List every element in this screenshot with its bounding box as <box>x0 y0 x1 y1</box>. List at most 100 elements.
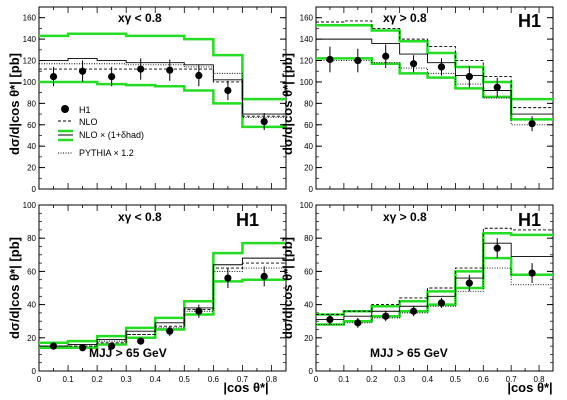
y-tick-label: 60 <box>27 121 36 130</box>
data-point <box>493 83 501 91</box>
nlo-had-band-upper <box>39 32 286 101</box>
legend-pythia-label: PYTHIA × 1.2 <box>79 148 134 158</box>
nlo-line <box>316 20 553 109</box>
region-label-bottom-left: xγ < 0.8 <box>118 210 162 224</box>
data-point <box>437 299 446 307</box>
experiment-label-bottom-right: H1 <box>518 210 541 230</box>
data-point <box>166 66 174 74</box>
data-point <box>78 67 87 75</box>
data-point <box>326 315 334 324</box>
y-tick-label: 160 <box>23 14 37 23</box>
data-point <box>382 52 390 60</box>
y-tick-label: 100 <box>23 78 37 87</box>
data-point <box>195 307 203 315</box>
y-tick-label: 40 <box>27 142 36 151</box>
data-point <box>49 72 58 81</box>
data-point <box>108 72 116 81</box>
nlo-had-band-lower <box>316 57 553 121</box>
y-tick-label: 40 <box>27 301 36 310</box>
nlo-had-central-line <box>316 38 553 115</box>
nlo-had-central-line <box>316 242 553 320</box>
data-point <box>260 272 268 280</box>
nlo-had-central-line <box>39 57 286 115</box>
y-tick-label: 140 <box>23 35 37 44</box>
data-point <box>437 63 446 71</box>
y-tick-label: 80 <box>304 234 313 243</box>
y-axis-label-bottom-left: dσ/d|cos θ*| [pb] <box>7 237 22 339</box>
y-tick-label: 20 <box>304 164 313 173</box>
y-tick-label: 120 <box>23 57 37 66</box>
y-tick-label: 0 <box>309 185 314 194</box>
x-tick-label: 0.8 <box>533 375 545 384</box>
x-tick-label: 0.3 <box>121 375 133 384</box>
pythia-line <box>39 267 286 347</box>
y-axis-label-bottom-right: dσ/d|cos θ*| [pb] <box>280 237 295 339</box>
legend-h1-label: H1 <box>79 105 91 115</box>
y-tick-label: 60 <box>304 267 313 276</box>
experiment-label-bottom-left: H1 <box>236 210 259 230</box>
y-axis-label-top-left: dσ/d|cos θ*| [pb] <box>7 53 22 155</box>
nlo-line <box>39 68 286 117</box>
data-point <box>326 55 334 64</box>
y-tick-label: 100 <box>300 78 314 87</box>
y-tick-label: 40 <box>304 142 313 151</box>
x-tick-label: 0.4 <box>422 375 434 384</box>
legend-nlo-had-label: NLO × (1+δhad) <box>79 130 144 140</box>
data-point <box>108 342 116 350</box>
data-point <box>137 337 145 345</box>
panel-bottom-left: 0 20 40 60 80 100 0 0.1 0.2 0.3 0.4 0.5 0.6 0.7 0.8 <box>23 201 287 384</box>
y-tick-label: 60 <box>27 267 36 276</box>
nlo-line <box>316 227 553 316</box>
y-tick-label: 0 <box>32 185 37 194</box>
x-tick-label: 0 <box>37 375 42 384</box>
legend-nlo-label: NLO <box>79 117 98 127</box>
x-tick-label: 0 <box>314 375 319 384</box>
y-tick-label: 160 <box>300 14 314 23</box>
cut-label-bottom-right: MJJ > 65 GeV <box>370 346 448 360</box>
y-tick-label: 40 <box>304 301 313 310</box>
y-tick-label: 0 <box>32 367 37 376</box>
data-point <box>166 327 174 335</box>
region-label-top-right: xγ > 0.8 <box>383 11 427 25</box>
nlo-had-central-line <box>39 257 286 347</box>
y-tick-label: 0 <box>309 367 314 376</box>
data-point <box>465 72 473 81</box>
x-axis-label-right: |cos θ*| <box>507 380 552 395</box>
x-tick-label: 0.1 <box>62 375 74 384</box>
data-point <box>49 342 58 350</box>
y-tick-label: 120 <box>300 57 314 66</box>
panel-top-right: 0 20 40 60 80 100 120 140 160 <box>300 6 554 194</box>
data-point <box>195 71 203 80</box>
data-point <box>528 269 536 277</box>
x-axis-label-left: |cos θ*| <box>223 380 268 395</box>
y-tick-label: 80 <box>27 234 36 243</box>
x-tick-label: 0.6 <box>208 375 220 384</box>
data-point <box>224 274 232 282</box>
region-label-bottom-right: xγ > 0.8 <box>383 210 427 224</box>
x-tick-label: 0.1 <box>338 375 350 384</box>
x-tick-label: 0.7 <box>237 375 249 384</box>
data-point <box>78 344 87 352</box>
y-tick-label: 140 <box>300 35 314 44</box>
data-point <box>528 120 536 128</box>
x-tick-label: 0.8 <box>266 375 278 384</box>
data-point <box>409 307 418 315</box>
pythia-line <box>39 63 286 118</box>
experiment-label-top-right: H1 <box>518 11 541 31</box>
x-tick-label: 0.3 <box>394 375 406 384</box>
panel-top-left: 0 20 40 60 80 100 120 140 160 <box>23 6 287 194</box>
y-axis-label-top-right: dσ/d|cos θ*| [pb] <box>280 53 295 155</box>
y-tick-label: 20 <box>27 164 36 173</box>
nlo-had-band-lower <box>39 80 286 129</box>
x-tick-label: 0.6 <box>478 375 490 384</box>
data-point <box>354 319 362 327</box>
nlo-had-band-lower <box>39 278 286 350</box>
data-point <box>224 86 232 95</box>
data-point <box>382 312 390 320</box>
region-label-top-left: xγ < 0.8 <box>118 11 162 25</box>
y-tick-label: 60 <box>304 121 313 130</box>
nlo-had-band-upper <box>316 23 553 101</box>
pythia-line <box>316 60 553 126</box>
legend-h1-marker <box>61 105 69 113</box>
x-tick-label: 0.2 <box>366 375 378 384</box>
